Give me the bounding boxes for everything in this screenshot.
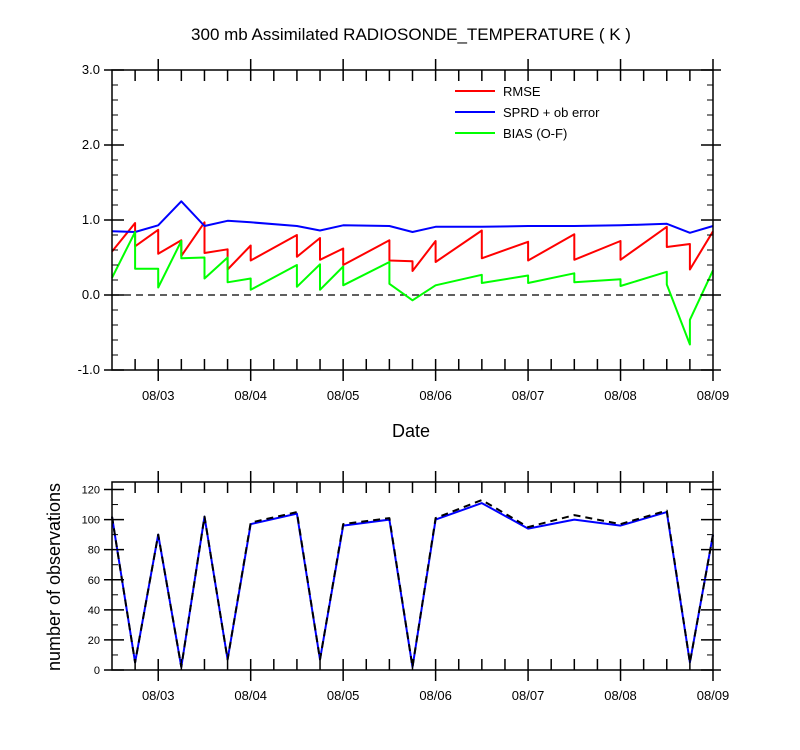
y-tick-label: -1.0 bbox=[78, 362, 100, 377]
y-tick-label: 100 bbox=[82, 515, 100, 527]
y-tick-label: 3.0 bbox=[82, 62, 100, 77]
x-tick-label: 08/06 bbox=[419, 388, 452, 403]
x-tick-label: 08/05 bbox=[327, 388, 360, 403]
x-tick-label: 08/04 bbox=[234, 388, 267, 403]
y-tick-label: 60 bbox=[88, 575, 100, 587]
x-tick-label: 08/08 bbox=[604, 688, 637, 703]
series-line-sprd-ob-error bbox=[111, 200, 714, 234]
y-tick-label: 1.0 bbox=[82, 212, 100, 227]
y-tick-label: 2.0 bbox=[82, 137, 100, 152]
y-axis-label: number of observations bbox=[44, 483, 64, 671]
bottom-panel: number of observations 08/03 08/04 08/05 08… bbox=[44, 471, 729, 703]
legend-label-sprd-ob-error: SPRD + ob error bbox=[503, 105, 600, 120]
x-tick-label: 08/07 bbox=[512, 688, 545, 703]
series-line-bias-o-f bbox=[111, 231, 714, 346]
y-tick-label: 120 bbox=[82, 485, 100, 497]
x-axis-label: Date bbox=[392, 421, 430, 441]
legend-label-rmse: RMSE bbox=[503, 84, 541, 99]
y-tick-label: 0.0 bbox=[82, 287, 100, 302]
x-tick-label: 08/03 bbox=[142, 388, 175, 403]
y-tick-label: 40 bbox=[88, 605, 100, 617]
y-tick-label: 20 bbox=[88, 635, 100, 647]
x-tick-label: 08/06 bbox=[419, 688, 452, 703]
x-tick-label: 08/09 bbox=[697, 688, 730, 703]
x-tick-label: 08/04 bbox=[234, 688, 267, 703]
plot-frame bbox=[111, 481, 714, 671]
plot-frame bbox=[111, 69, 714, 371]
y-tick-label: 0 bbox=[94, 665, 100, 677]
x-tick-label: 08/07 bbox=[512, 388, 545, 403]
series-line-possible bbox=[111, 499, 714, 668]
x-tick-label: 08/05 bbox=[327, 688, 360, 703]
x-tick-label: 08/08 bbox=[604, 388, 637, 403]
top-panel: 300 mb Assimilated RADIOSONDE_TEMPERATUR… bbox=[78, 25, 730, 441]
x-tick-label: 08/03 bbox=[142, 688, 175, 703]
y-tick-label: 80 bbox=[88, 545, 100, 557]
legend-label-bias-o-f: BIAS (O-F) bbox=[503, 126, 567, 141]
chart-title: 300 mb Assimilated RADIOSONDE_TEMPERATUR… bbox=[191, 25, 631, 44]
series-line-rmse bbox=[111, 221, 714, 272]
x-tick-label: 08/09 bbox=[697, 388, 730, 403]
